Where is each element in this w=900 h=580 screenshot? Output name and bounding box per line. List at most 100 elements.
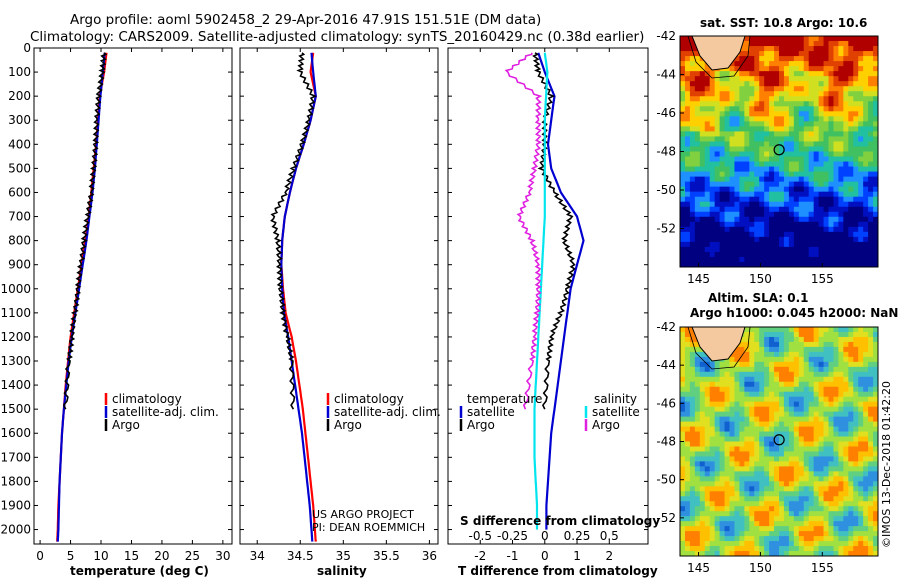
sla-cell bbox=[749, 506, 755, 512]
sst-cell bbox=[759, 251, 765, 258]
sla-cell bbox=[803, 506, 810, 512]
sla-cell bbox=[709, 416, 716, 423]
sst-cell bbox=[764, 111, 770, 117]
sst-cell bbox=[779, 211, 785, 218]
sst-cell bbox=[749, 36, 755, 42]
sla-cell bbox=[818, 386, 825, 393]
sla-cell bbox=[769, 381, 775, 388]
sla-cell bbox=[813, 411, 820, 418]
sst-cell bbox=[803, 216, 810, 223]
sla-cell bbox=[873, 366, 878, 373]
sst-cell bbox=[759, 181, 765, 188]
sla-cell bbox=[838, 446, 844, 452]
sla-cell bbox=[714, 491, 721, 497]
sla-cell bbox=[759, 336, 765, 343]
sla-cell bbox=[818, 436, 825, 442]
sla-cell bbox=[808, 386, 815, 393]
sla-cell bbox=[744, 351, 750, 358]
sst-cell bbox=[813, 161, 820, 168]
sst-cell bbox=[684, 36, 691, 42]
sst-cell bbox=[709, 246, 716, 253]
sst-cell bbox=[858, 261, 864, 267]
sst-cell bbox=[739, 241, 745, 248]
sst-cell bbox=[719, 201, 726, 208]
sst-cell bbox=[714, 146, 721, 152]
sst-cell bbox=[808, 81, 815, 87]
sst-cell bbox=[754, 101, 760, 107]
sla-cell bbox=[823, 406, 829, 413]
sst-cell bbox=[779, 236, 785, 243]
sst-cell bbox=[873, 96, 878, 102]
sla-cell bbox=[754, 451, 760, 457]
sst-cell bbox=[774, 121, 780, 127]
sst-cell bbox=[734, 166, 740, 173]
sst-cell bbox=[779, 246, 785, 253]
sst-cell bbox=[744, 226, 750, 233]
sst-cell bbox=[734, 86, 740, 92]
sst-cell bbox=[783, 246, 790, 253]
sst-cell bbox=[680, 206, 686, 213]
sst-cell bbox=[689, 201, 696, 208]
sla-cell bbox=[868, 491, 874, 497]
sla-cell bbox=[808, 331, 815, 338]
sla-cell bbox=[828, 346, 834, 353]
sst-cell bbox=[680, 161, 686, 168]
sla-cell bbox=[833, 521, 839, 527]
sla-cell bbox=[798, 366, 805, 373]
temperature-xlabel: temperature (deg C) bbox=[70, 564, 209, 578]
sst-cell bbox=[808, 241, 815, 248]
sst-cell bbox=[769, 236, 775, 243]
sst-cell bbox=[699, 86, 706, 92]
sst-cell bbox=[823, 76, 829, 82]
sst-cell bbox=[729, 221, 735, 228]
sst-cell bbox=[798, 76, 805, 82]
sst-cell bbox=[813, 56, 820, 62]
sla-cell bbox=[764, 541, 770, 547]
sla-cell bbox=[828, 376, 834, 383]
sst-cell bbox=[823, 101, 829, 107]
sla-cell bbox=[744, 501, 750, 507]
sla-cell bbox=[759, 421, 765, 428]
sla-cell bbox=[689, 336, 696, 343]
sst-cell bbox=[689, 251, 696, 258]
sst-cell bbox=[788, 221, 795, 228]
sst-cell bbox=[759, 196, 765, 203]
sla-cell bbox=[848, 516, 854, 522]
sla-cell bbox=[709, 431, 716, 438]
sla-cell bbox=[759, 441, 765, 447]
y-tick-label: 1200 bbox=[0, 330, 31, 344]
sla-cell bbox=[724, 516, 730, 522]
sla-cell bbox=[734, 346, 740, 353]
sla-cell bbox=[828, 336, 834, 343]
sla-cell bbox=[823, 346, 829, 353]
sla-cell bbox=[729, 496, 735, 502]
sla-cell bbox=[749, 526, 755, 532]
sla-cell bbox=[764, 396, 770, 403]
sst-cell bbox=[803, 221, 810, 228]
sla-cell bbox=[783, 551, 790, 556]
sst-cell bbox=[798, 136, 805, 142]
series-salinity-satellite bbox=[533, 52, 549, 530]
sla-cell bbox=[803, 391, 810, 398]
sla-cell bbox=[739, 461, 745, 467]
sla-cell bbox=[823, 416, 829, 423]
sst-cell bbox=[724, 96, 730, 102]
sst-cell bbox=[838, 236, 844, 243]
sla-cell bbox=[744, 481, 750, 487]
sst-cell bbox=[724, 66, 730, 72]
sst-cell bbox=[848, 121, 854, 127]
salinity-axes: 34 34.5 35 35.5 36 bbox=[240, 47, 438, 563]
sla-cell bbox=[843, 441, 849, 447]
sst-cell bbox=[684, 121, 691, 127]
sst-cell bbox=[788, 211, 795, 218]
sst-cell bbox=[680, 186, 686, 193]
sst-cell bbox=[808, 256, 815, 263]
sla-cell bbox=[788, 411, 795, 418]
sst-cell bbox=[853, 226, 859, 233]
sla-cell bbox=[684, 396, 691, 403]
sst-cell bbox=[684, 71, 691, 77]
sla-cell bbox=[759, 511, 765, 517]
sst-cell bbox=[833, 86, 839, 92]
sla-cell bbox=[724, 541, 730, 547]
sst-cell bbox=[838, 96, 844, 102]
